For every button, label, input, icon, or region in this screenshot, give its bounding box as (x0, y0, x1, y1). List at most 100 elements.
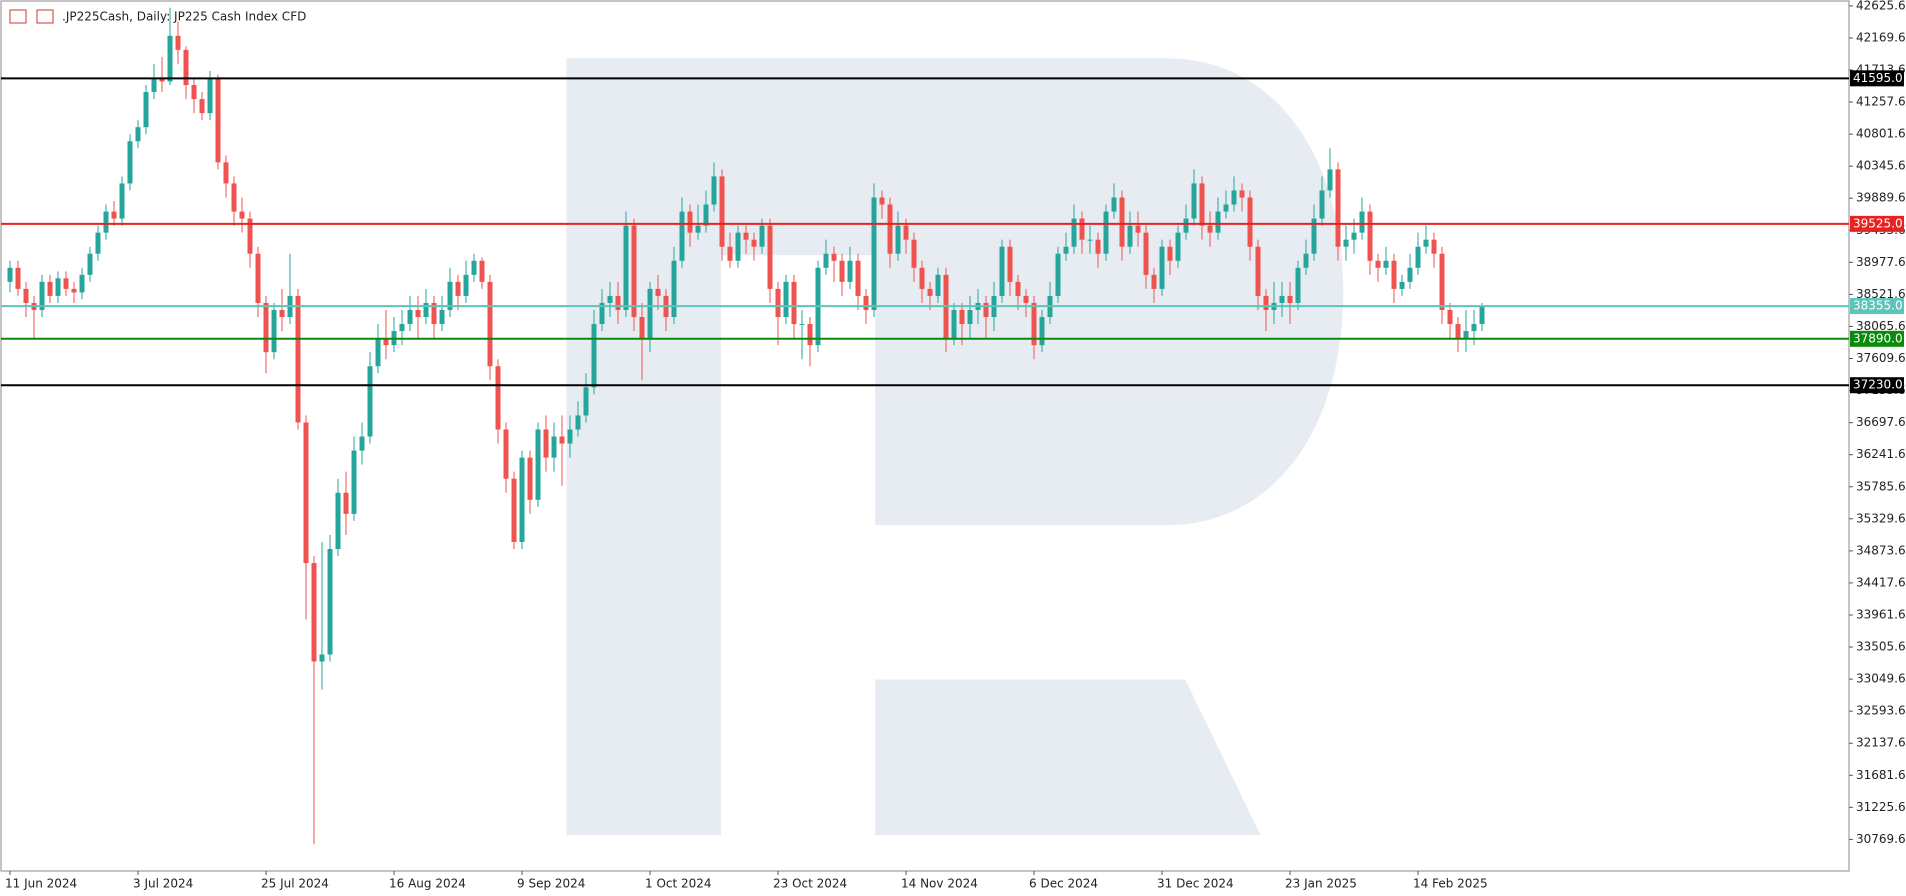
candle-body (1399, 281, 1405, 289)
candle-body (519, 457, 525, 542)
candle-body (847, 260, 853, 282)
candle-body (567, 429, 573, 444)
candle-body (495, 366, 501, 430)
candle-body (1255, 246, 1261, 296)
candle-body (87, 253, 93, 275)
candle-body (535, 429, 541, 500)
candle-body (135, 127, 141, 142)
candle-body (1247, 197, 1253, 247)
candle-body (1319, 190, 1325, 219)
candle-body (1351, 232, 1357, 240)
candle-body (63, 278, 69, 289)
candle-body (631, 225, 637, 318)
candle-body (1391, 260, 1397, 289)
x-tick-label: 6 Dec 2024 (1029, 877, 1098, 891)
candle-body (1015, 281, 1021, 296)
candle-body (455, 281, 461, 296)
x-tick-label: 1 Oct 2024 (645, 877, 712, 891)
candle-body (759, 225, 765, 247)
chart-title: .JP225Cash, Daily: JP225 Cash Index CFD (62, 10, 306, 24)
candle-body (199, 99, 205, 114)
candle-body (1167, 246, 1173, 261)
candle-body (1191, 183, 1197, 219)
y-tick-label: 32593.6 (1856, 704, 1906, 718)
candle-body (1327, 169, 1333, 191)
level-label-box (1850, 298, 1904, 315)
candle-body (1423, 239, 1429, 247)
candle-body (55, 278, 61, 296)
candle-body (647, 288, 653, 339)
candle-body (1111, 197, 1117, 212)
candle-body (247, 218, 253, 254)
candle-body (1055, 253, 1061, 296)
candle-body (687, 211, 693, 233)
candle-body (895, 225, 901, 254)
level-label: 39525.0 (1853, 216, 1903, 230)
candle-body (367, 366, 373, 437)
candle-body (415, 309, 421, 318)
candle-body (167, 35, 173, 82)
candle-body (479, 260, 485, 282)
candle-body (703, 204, 709, 226)
y-tick-label: 33049.6 (1856, 672, 1906, 686)
candle-body (1223, 204, 1229, 212)
candle-body (1279, 295, 1285, 303)
candle-body (215, 77, 221, 163)
candle-body (1079, 218, 1085, 240)
candle-body (1439, 253, 1445, 310)
candle-body (263, 302, 269, 353)
level-label-box (1850, 330, 1904, 347)
candle-body (1359, 211, 1365, 233)
candle-body (1023, 295, 1029, 303)
candle-body (1415, 246, 1421, 268)
candle-body (1287, 295, 1293, 303)
level-label-box (1850, 215, 1904, 232)
x-tick-label: 23 Oct 2024 (773, 877, 847, 891)
candle-body (191, 85, 197, 100)
candle-body (407, 309, 413, 325)
x-tick-label: 31 Dec 2024 (1157, 877, 1234, 891)
candle-body (983, 302, 989, 318)
candle-body (471, 260, 477, 275)
candle-body (447, 281, 453, 310)
candle-body (799, 324, 805, 326)
y-tick-label: 34417.6 (1856, 575, 1906, 589)
candle-body (503, 429, 509, 479)
candle-body (207, 77, 213, 114)
candle-body (1375, 260, 1381, 268)
candle-body (1143, 232, 1149, 275)
candle-body (383, 338, 389, 346)
candle-body (103, 211, 109, 233)
candle-body (1431, 239, 1437, 254)
candle-body (335, 492, 341, 550)
candle-body (599, 302, 605, 325)
candle-body (255, 253, 261, 303)
candle-body (399, 324, 405, 332)
candle-body (23, 288, 29, 303)
header-icons (9, 9, 54, 24)
y-tick-label: 32137.6 (1856, 736, 1906, 750)
candle-body (343, 492, 349, 514)
candle-body (1295, 267, 1301, 303)
candle-body (655, 288, 661, 296)
candle-body (1303, 253, 1309, 268)
y-tick-label: 36697.6 (1856, 415, 1906, 429)
candle-body (1199, 183, 1205, 226)
x-tick-label: 3 Jul 2024 (133, 877, 193, 891)
candle-body (711, 176, 717, 205)
candle-body (439, 309, 445, 325)
candle-body (183, 49, 189, 86)
candle-body (1335, 169, 1341, 247)
candle-body (1119, 197, 1125, 247)
level-label: 38355.0 (1853, 299, 1903, 313)
candle-body (959, 309, 965, 325)
y-tick-label: 42625.6 (1856, 0, 1906, 12)
candle-body (1455, 324, 1461, 339)
candle-body (679, 211, 685, 261)
candle-body (311, 563, 317, 662)
candle-body (1239, 190, 1245, 198)
candle-body (999, 246, 1005, 296)
icon (36, 9, 54, 24)
candle-body (559, 436, 565, 444)
